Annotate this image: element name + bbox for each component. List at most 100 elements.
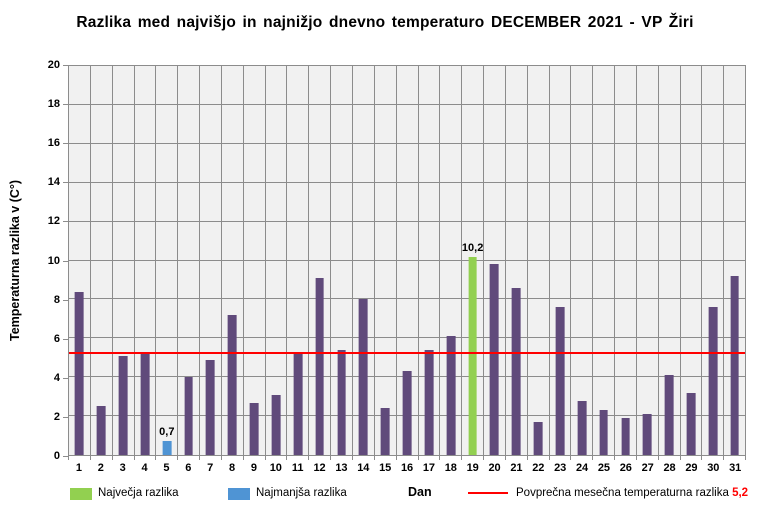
x-tick-mark [461,456,483,460]
legend-avg-value: 5,2 [732,487,749,499]
x-tick-label: 30 [707,462,720,474]
x-tick-mark [242,456,265,460]
x-tick-mark [111,456,134,460]
bar-day-17 [424,349,434,455]
x-tick-label: 6 [185,462,192,474]
x-tick-mark [439,456,461,460]
x-tick-label: 12 [313,462,326,474]
bar-day-7 [206,359,215,455]
x-tick-mark [483,456,505,460]
x-tick-label: 21 [510,462,523,474]
x-tick-mark [89,456,112,460]
day-column [550,66,572,455]
h-gridline [69,103,745,105]
x-tick-mark [614,456,636,460]
bar-day-19-max [468,256,477,455]
bar-day-20 [490,264,499,455]
day-column [287,66,310,455]
day-column [91,66,113,455]
bar-day-12 [315,278,325,455]
day-column [178,66,201,455]
x-tick-mark [133,456,156,460]
x-tick-label: 13 [335,462,348,474]
x-tick-label: 3 [119,462,126,474]
x-tick-mark [635,456,658,460]
x-axis-tickmarks [68,456,747,460]
day-column [659,66,681,455]
y-axis-ticks: 0 2 4 6 8 10 12 14 16 18 20 [28,59,68,462]
y-tick-mark [63,143,68,145]
x-tick-mark [592,456,614,460]
y-tick-mark [63,299,68,301]
y-tick-label: 18 [47,98,60,111]
bar-day-11 [293,353,303,455]
legend-min-swatch [228,488,250,500]
bar-day-5-min [162,441,172,455]
day-column: 10,2 [462,66,485,455]
day-column [615,66,637,455]
bar-day-15 [380,408,390,455]
x-tick-label: 2 [97,462,104,474]
x-tick-label: 31 [729,462,742,474]
x-tick-label: 28 [663,462,676,474]
y-tick-label: 4 [53,371,60,384]
x-tick-label: 27 [641,462,654,474]
day-column [593,66,616,455]
y-tick-mark [63,260,68,262]
day-column [528,66,550,455]
bar-day-8 [227,314,237,455]
average-line [69,351,745,354]
plot-area: 0,7 10,2 [68,65,746,456]
bar-day-26 [621,418,630,455]
y-tick-mark [63,65,68,66]
bar-value-label: 0,7 [159,426,175,439]
x-axis-title: Dan [408,485,432,499]
day-column [702,66,725,455]
day-column [484,66,506,455]
x-tick-mark [286,456,308,460]
x-tick-label: 23 [554,462,567,474]
legend-avg-text: Povprečna mesečna temperaturna razlika [516,487,729,499]
bar-day-31 [730,276,740,455]
y-tick-label: 6 [53,332,60,345]
x-tick-mark [701,456,723,460]
x-tick-label: 29 [685,462,698,474]
x-tick-label: 7 [207,462,214,474]
day-column [506,66,528,455]
bar-day-3 [118,355,128,455]
legend-avg-line-swatch [468,492,508,494]
x-tick-label: 22 [532,462,545,474]
x-tick-mark [548,456,571,460]
bar-day-4 [140,351,150,455]
bar-columns: 0,7 10,2 [69,66,745,455]
x-tick-label: 14 [357,462,370,474]
x-tick-mark [308,456,330,460]
y-tick-mark [63,104,68,106]
y-tick-mark [63,338,68,340]
y-tick-mark [63,416,68,418]
day-column [135,66,157,455]
x-axis-labels: 1 2 3 4 5 6 7 8 9 10 11 12 13 14 15 16 17 18 19 20 21 22 23 24 2… [68,462,746,474]
y-tick-label: 10 [47,254,60,267]
bar-day-14 [359,299,368,455]
legend-max-swatch [70,488,92,500]
x-tick-mark [526,456,549,460]
legend-avg-label: Povprečna mesečna temperaturna razlika 5… [516,487,748,499]
day-column [571,66,594,455]
y-tick-label: 14 [47,176,60,189]
y-tick-label: 2 [53,410,60,423]
bar-day-22 [533,421,543,455]
h-gridline [69,259,745,261]
x-tick-mark [220,456,243,460]
x-tick-mark [504,456,527,460]
x-tick-mark [417,456,440,460]
x-tick-mark [155,456,177,460]
legend-min-label: Najmanjša razlika [256,487,347,499]
day-column [266,66,288,455]
bar-day-29 [686,392,696,455]
y-axis-title: Temperaturna razlika v (C°) [8,179,22,342]
y-tick-mark [63,456,68,457]
day-column [309,66,332,455]
x-tick-mark [330,456,352,460]
day-column [222,66,244,455]
